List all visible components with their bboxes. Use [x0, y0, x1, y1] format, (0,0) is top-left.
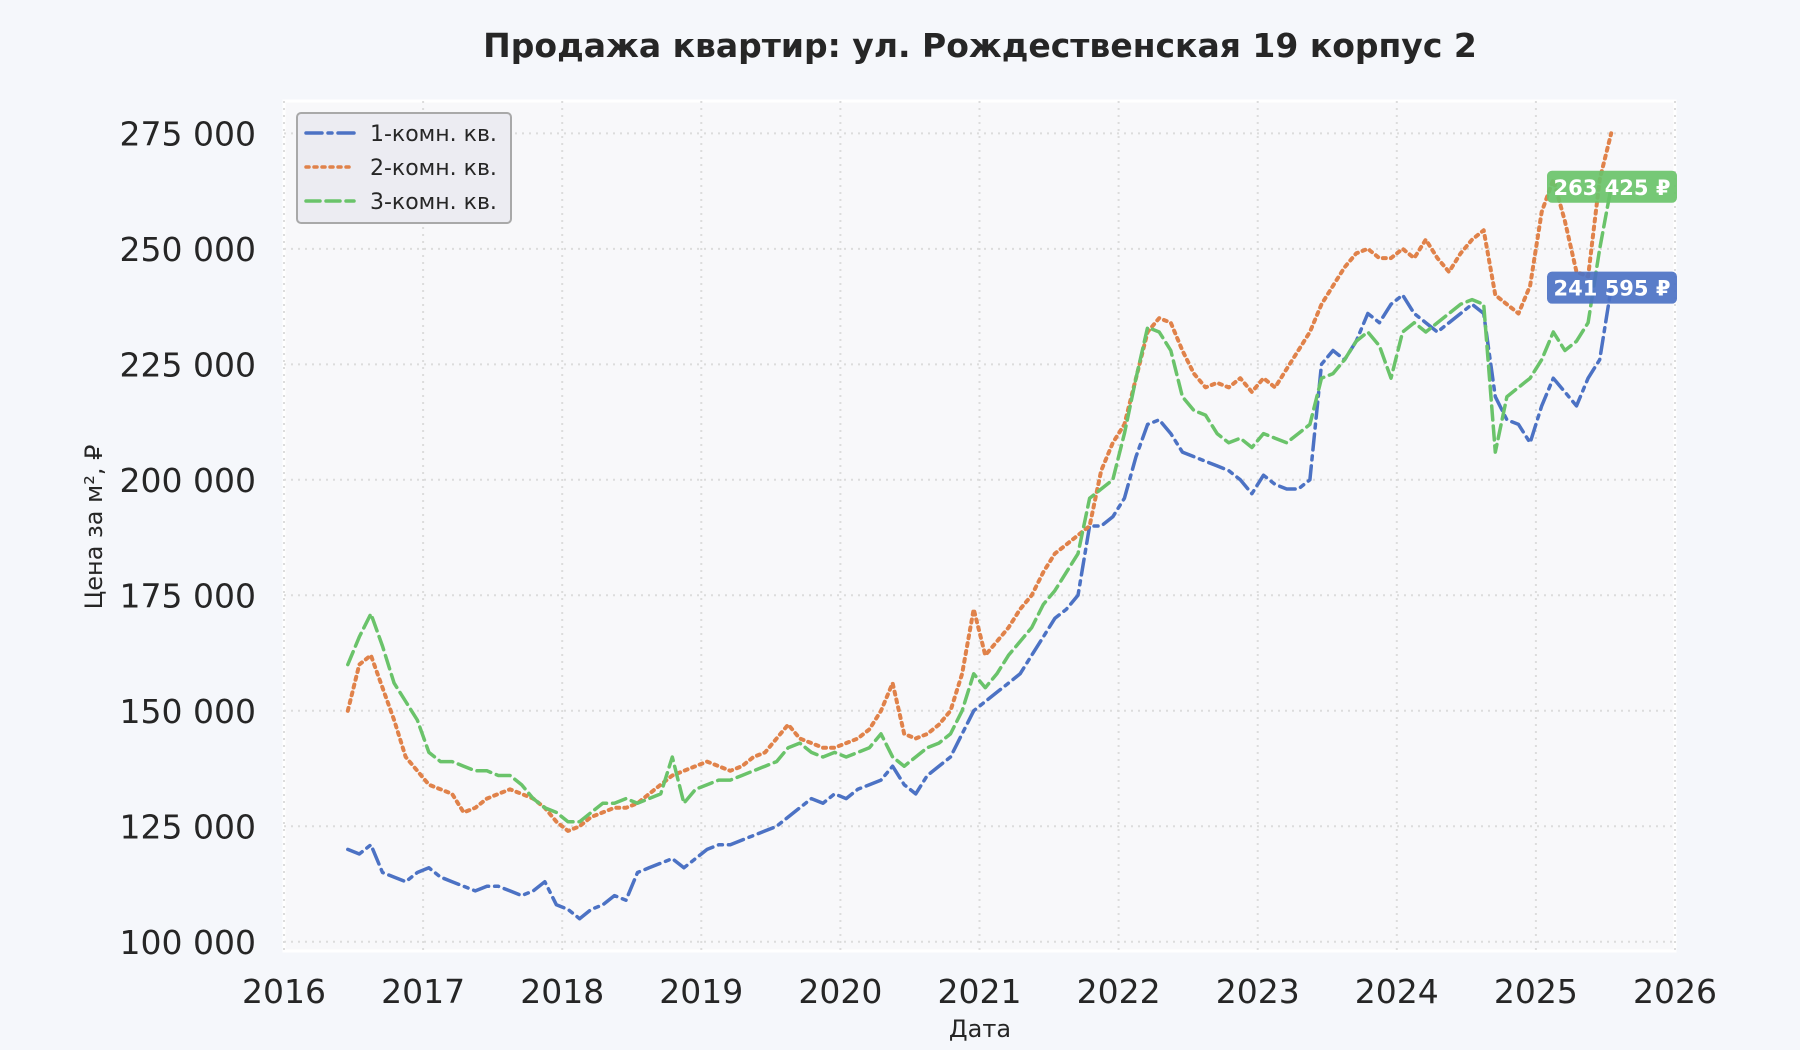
legend-label: 2-комн. кв.	[370, 156, 497, 181]
x-tick-label: 2020	[798, 972, 882, 1011]
y-tick-label: 225 000	[120, 345, 256, 384]
chart-title: Продажа квартир: ул. Рождественская 19 к…	[483, 26, 1477, 65]
series-line-2	[345, 131, 1614, 833]
legend-label: 1-комн. кв.	[370, 122, 497, 147]
x-tick-label: 2018	[520, 972, 604, 1011]
x-tick-label: 2025	[1494, 972, 1578, 1011]
x-tick-label: 2022	[1077, 972, 1161, 1011]
x-tick-label: 2023	[1216, 972, 1300, 1011]
x-tick-label: 2019	[659, 972, 743, 1011]
x-axis-ticks: 2016 2017 2018 2019 2020 2021 2022 2023 2024 2025…	[242, 972, 1717, 1011]
y-tick-label: 150 000	[120, 692, 256, 731]
y-tick-label: 175 000	[120, 576, 256, 615]
x-tick-label: 2024	[1355, 972, 1439, 1011]
series-line-3	[346, 185, 1613, 824]
y-tick-label: 100 000	[120, 923, 256, 962]
y-tick-label: 250 000	[120, 230, 256, 269]
value-callouts: 263 425 ₽ 241 595 ₽	[1547, 170, 1677, 304]
grid	[283, 101, 1676, 951]
legend-label: 3-комн. кв.	[370, 190, 497, 215]
legend: 1-комн. кв. 2-комн. кв. 3-комн. кв.	[296, 112, 512, 224]
x-tick-label: 2017	[381, 972, 465, 1011]
value-callout-box	[1547, 170, 1677, 203]
y-axis-ticks: 100 000 125 000 150 000 175 000 200 000 225 0…	[120, 114, 256, 961]
y-tick-label: 200 000	[120, 461, 256, 500]
legend-box	[296, 112, 512, 224]
value-callout-label: 241 595 ₽	[1554, 277, 1671, 301]
value-callout-box	[1547, 271, 1677, 304]
x-tick-label: 2021	[938, 972, 1022, 1011]
y-tick-label: 125 000	[120, 807, 256, 846]
y-axis-label: Цена за м², ₽	[80, 445, 108, 610]
value-callout-label: 263 425 ₽	[1554, 176, 1671, 200]
x-axis-label: Дата	[949, 1015, 1011, 1043]
x-tick-label: 2026	[1633, 972, 1717, 1011]
y-tick-label: 275 000	[120, 114, 256, 153]
series-line-1	[346, 285, 1613, 921]
x-tick-label: 2016	[242, 972, 326, 1011]
series-lines	[345, 131, 1614, 921]
